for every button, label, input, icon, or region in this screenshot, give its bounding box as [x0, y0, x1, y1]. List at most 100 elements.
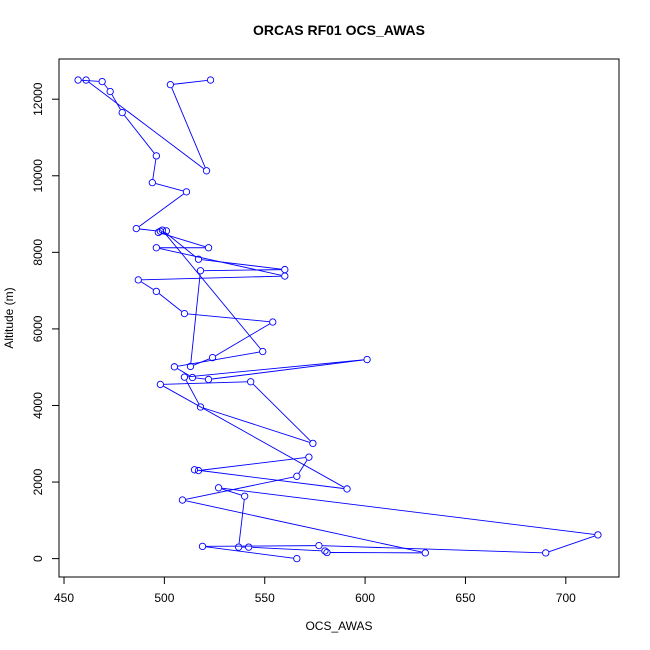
- series-segment: [155, 183, 184, 192]
- x-tick-label: 550: [255, 591, 275, 605]
- data-point: [204, 375, 213, 384]
- x-tick-label: 650: [455, 591, 475, 605]
- series-segment: [177, 368, 190, 377]
- data-point: [542, 549, 550, 557]
- data-point: [309, 439, 317, 448]
- x-tick-label: 450: [54, 591, 74, 605]
- data-point: [281, 272, 289, 280]
- series-segment: [139, 228, 157, 232]
- data-point: [186, 362, 195, 371]
- data-point: [98, 77, 106, 86]
- series-segment: [185, 500, 422, 553]
- series-segment: [298, 459, 308, 474]
- data-point: [363, 355, 371, 364]
- data-point: [245, 543, 253, 551]
- series-segment: [222, 487, 595, 535]
- data-point: [208, 353, 217, 362]
- series-segment: [88, 81, 204, 169]
- data-point: [182, 188, 191, 196]
- data-point: [158, 226, 167, 234]
- series-segment: [185, 380, 200, 405]
- data-point: [202, 167, 211, 175]
- data-point: [178, 496, 187, 504]
- data-point: [148, 179, 156, 187]
- series-segment: [164, 232, 261, 350]
- series-segment: [187, 359, 364, 378]
- series-segment: [104, 84, 109, 90]
- data-point: [315, 541, 323, 550]
- data-point: [321, 547, 329, 555]
- data-series: [74, 76, 602, 563]
- series-segment: [202, 259, 282, 270]
- series-segment: [322, 545, 543, 554]
- data-point: [194, 466, 203, 475]
- series-segment: [238, 499, 245, 544]
- data-point: [190, 466, 199, 474]
- data-point: [196, 267, 205, 275]
- chart-title: ORCAS RF01 OCS_AWAS: [253, 22, 425, 38]
- data-point: [269, 318, 277, 326]
- y-tick-label: 12000: [31, 82, 45, 116]
- data-point: [198, 542, 207, 551]
- series-segment: [187, 313, 270, 323]
- data-point: [118, 108, 126, 117]
- x-axis-label: OCS_AWAS: [305, 619, 372, 633]
- data-point: [166, 81, 175, 89]
- data-point: [152, 287, 160, 296]
- series-segment: [138, 193, 184, 227]
- x-tick-label: 500: [154, 591, 174, 605]
- series-segment: [202, 457, 306, 471]
- y-axis-label: Altitude (m): [2, 287, 16, 348]
- series-segment: [177, 351, 260, 367]
- series-segment: [158, 293, 182, 312]
- y-tick-label: 0: [31, 555, 45, 562]
- series-segment: [212, 359, 364, 380]
- series-segment: [124, 115, 155, 154]
- data-point: [206, 76, 215, 84]
- y-axis: 0 2000 4000 6000 8000 10000 12000: [31, 82, 60, 562]
- series-segment: [252, 546, 322, 552]
- series-segment: [197, 469, 344, 489]
- x-axis: 450 500 550 600 650 700: [54, 576, 576, 605]
- data-point: [293, 554, 301, 563]
- data-point: [170, 363, 179, 371]
- data-point: [180, 373, 189, 381]
- series-segment: [163, 385, 345, 488]
- data-point: [247, 378, 255, 386]
- series-segment: [171, 87, 206, 168]
- y-tick-label: 10000: [31, 159, 45, 193]
- data-point: [293, 472, 301, 480]
- data-point: [241, 492, 249, 500]
- y-tick-label: 2000: [31, 468, 45, 495]
- data-point: [594, 531, 602, 539]
- data-point: [323, 548, 331, 557]
- series-segment: [195, 377, 206, 380]
- series-segment: [81, 79, 99, 82]
- data-point: [152, 244, 160, 252]
- data-point: [196, 403, 205, 411]
- series-segment: [548, 535, 595, 553]
- data-point: [152, 152, 160, 160]
- data-point: [343, 485, 351, 493]
- data-point: [421, 549, 429, 557]
- data-point: [132, 224, 140, 233]
- series-segment: [111, 94, 121, 110]
- data-point: [214, 484, 223, 492]
- x-tick-label: 700: [556, 591, 576, 605]
- data-point: [82, 76, 90, 84]
- data-point: [259, 347, 267, 356]
- data-point: [194, 255, 203, 263]
- data-point: [74, 76, 82, 84]
- series-segment: [185, 476, 294, 500]
- series-segment: [215, 323, 270, 357]
- data-point: [234, 543, 243, 551]
- data-point: [305, 453, 313, 461]
- data-point: [106, 87, 114, 96]
- data-point: [156, 380, 165, 389]
- series-segment: [203, 407, 310, 443]
- y-tick-label: 6000: [31, 315, 45, 342]
- series-segment: [141, 275, 282, 281]
- y-tick-label: 4000: [31, 392, 45, 419]
- data-point: [134, 276, 142, 284]
